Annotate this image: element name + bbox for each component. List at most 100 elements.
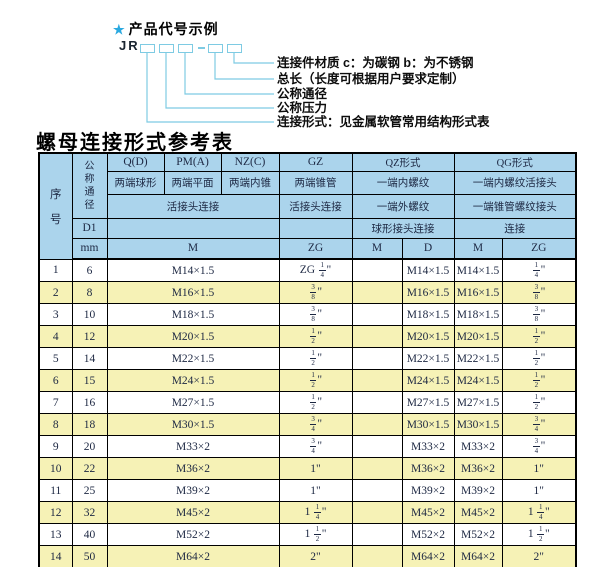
header-col-q: Q(D) bbox=[106, 152, 165, 172]
header-qg-type2: 一端锥管螺纹接头 bbox=[453, 193, 577, 219]
table-header: 序号 公称通径 Q(D) PM(A) NZ(C) GZ QZ形式 QG形式 两端… bbox=[38, 152, 577, 260]
cell-gz: ZG 1 4 " bbox=[278, 258, 353, 282]
cell-qz_m bbox=[351, 545, 403, 567]
cell-qg_m: M24×1.5 bbox=[453, 369, 503, 392]
table-row: 5 14 M22×1.5 1 2 " M22×1.5 M22×1.5 1 2 " bbox=[38, 347, 577, 370]
table-row: 7 16 M27×1.5 1 2 " M27×1.5 M27×1.5 1 2 " bbox=[38, 391, 577, 414]
cell-qz_m bbox=[351, 435, 403, 458]
header-d1: D1 bbox=[71, 217, 108, 239]
cell-no: 11 bbox=[38, 479, 73, 502]
cell-m: M30×1.5 bbox=[106, 413, 280, 436]
cell-no: 4 bbox=[38, 325, 73, 348]
cell-qz_m bbox=[351, 501, 403, 524]
cell-no: 14 bbox=[38, 545, 73, 567]
cell-qz_m bbox=[351, 479, 403, 502]
table-body: 1 6 M14×1.5 ZG 1 4 " M14×1.5 M14×1.5 1 4 " 2 8 M16×1.… bbox=[38, 258, 577, 567]
cell-gz: 1 2 " bbox=[278, 369, 353, 392]
cell-gz: 3 8 " bbox=[278, 303, 353, 326]
cell-dn: 20 bbox=[71, 435, 108, 458]
header-gz-connection: 活接头连接 bbox=[278, 193, 353, 219]
header-col-pm: PM(A) bbox=[163, 152, 222, 172]
header-qz-connection: 球形接头连接 bbox=[351, 217, 455, 239]
header-col-gz: GZ bbox=[278, 152, 353, 172]
header-union-connection: 活接头连接 bbox=[106, 193, 280, 219]
cell-qg_zg: 1 1 4 " bbox=[501, 501, 577, 524]
cell-dn: 50 bbox=[71, 545, 108, 567]
cell-qg_zg: 2" bbox=[501, 545, 577, 567]
cell-gz: 1" bbox=[278, 457, 353, 480]
cell-gz: 2" bbox=[278, 545, 353, 567]
cell-qg_zg: 1 2 " bbox=[501, 347, 577, 370]
nut-connection-table: 序号 公称通径 Q(D) PM(A) NZ(C) GZ QZ形式 QG形式 两端… bbox=[38, 152, 578, 567]
cell-qg_m: M64×2 bbox=[453, 545, 503, 567]
cell-qz_m bbox=[351, 281, 403, 304]
cell-m: M22×1.5 bbox=[106, 347, 280, 370]
cell-qz_d: M36×2 bbox=[401, 457, 455, 480]
cell-qg_m: M39×2 bbox=[453, 479, 503, 502]
cell-qz_d: M16×1.5 bbox=[401, 281, 455, 304]
table-row: 8 18 M30×1.5 3 4 " M30×1.5 M30×1.5 3 4 " bbox=[38, 413, 577, 436]
cell-gz: 3 4 " bbox=[278, 435, 353, 458]
cell-qz_d: M24×1.5 bbox=[401, 369, 455, 392]
diagram-label-diameter: 公称通径 bbox=[277, 87, 328, 101]
cell-qg_zg: 3 8 " bbox=[501, 281, 577, 304]
table-row: 3 10 M18×1.5 3 8 " M18×1.5 M18×1.5 3 8 " bbox=[38, 303, 577, 326]
cell-dn: 25 bbox=[71, 479, 108, 502]
cell-m: M24×1.5 bbox=[106, 369, 280, 392]
cell-gz: 1 2 " bbox=[278, 325, 353, 348]
code-prefix: JR bbox=[119, 38, 140, 53]
cell-m: M16×1.5 bbox=[106, 281, 280, 304]
cell-dn: 40 bbox=[71, 523, 108, 546]
header-qz-type2: 一端外螺纹 bbox=[351, 193, 455, 219]
cell-m: M14×1.5 bbox=[106, 258, 280, 282]
cell-qz_m bbox=[351, 413, 403, 436]
diagram-label-length: 总长（长度可根据用户要求定制） bbox=[277, 72, 465, 86]
header-col-qg: QG形式 bbox=[453, 152, 577, 172]
diagram-label-pressure: 公称压力 bbox=[277, 101, 328, 115]
header-empty-gz bbox=[278, 217, 353, 239]
cell-qg_m: M18×1.5 bbox=[453, 303, 503, 326]
header-empty-left bbox=[106, 217, 280, 239]
table-row: 4 12 M20×1.5 1 2 " M20×1.5 M20×1.5 1 2 " bbox=[38, 325, 577, 348]
cell-qz_m bbox=[351, 347, 403, 370]
table-row: 14 50 M64×2 2" M64×2 M64×2 2" bbox=[38, 545, 577, 567]
cell-dn: 18 bbox=[71, 413, 108, 436]
cell-qz_m bbox=[351, 457, 403, 480]
diagram-label-connection: 连接形式：见金属软管常用结构形式表 bbox=[277, 115, 490, 129]
header-zg: ZG bbox=[278, 237, 353, 260]
header-col-nz: NZ(C) bbox=[220, 152, 280, 172]
cell-qg_m: M45×2 bbox=[453, 501, 503, 524]
cell-qg_zg: 3 8 " bbox=[501, 303, 577, 326]
cell-m: M27×1.5 bbox=[106, 391, 280, 414]
cell-dn: 10 bbox=[71, 303, 108, 326]
cell-m: M64×2 bbox=[106, 545, 280, 567]
cell-dn: 12 bbox=[71, 325, 108, 348]
cell-qg_zg: 1 2 " bbox=[501, 325, 577, 348]
table-row: 9 20 M33×2 3 4 " M33×2 M33×2 3 4 " bbox=[38, 435, 577, 458]
cell-qg_m: M22×1.5 bbox=[453, 347, 503, 370]
header-qz-d: D bbox=[401, 237, 455, 260]
cell-no: 1 bbox=[38, 258, 73, 282]
cell-qg_zg: 1 2 " bbox=[501, 391, 577, 414]
header-qg-zg: ZG bbox=[501, 237, 577, 260]
cell-qg_m: M20×1.5 bbox=[453, 325, 503, 348]
cell-m: M20×1.5 bbox=[106, 325, 280, 348]
header-qg-m: M bbox=[453, 237, 503, 260]
cell-m: M18×1.5 bbox=[106, 303, 280, 326]
cell-gz: 1 1 4 " bbox=[278, 501, 353, 524]
cell-gz: 1 2 " bbox=[278, 391, 353, 414]
diagram-heading-text: 产品代号示例 bbox=[128, 21, 219, 37]
table-row: 10 22 M36×2 1" M36×2 M36×2 1" bbox=[38, 457, 577, 480]
cell-qz_d: M45×2 bbox=[401, 501, 455, 524]
cell-qz_d: M64×2 bbox=[401, 545, 455, 567]
cell-qz_m bbox=[351, 369, 403, 392]
cell-no: 13 bbox=[38, 523, 73, 546]
header-pm-type: 两端平面 bbox=[163, 170, 222, 195]
table-row: 1 6 M14×1.5 ZG 1 4 " M14×1.5 M14×1.5 1 4 " bbox=[38, 258, 577, 282]
cell-dn: 14 bbox=[71, 347, 108, 370]
header-unit: mm bbox=[71, 237, 108, 260]
cell-qz_d: M18×1.5 bbox=[401, 303, 455, 326]
cell-m: M39×2 bbox=[106, 479, 280, 502]
table-row: 2 8 M16×1.5 3 8 " M16×1.5 M16×1.5 3 8 " bbox=[38, 281, 577, 304]
cell-qg_zg: 1" bbox=[501, 457, 577, 480]
